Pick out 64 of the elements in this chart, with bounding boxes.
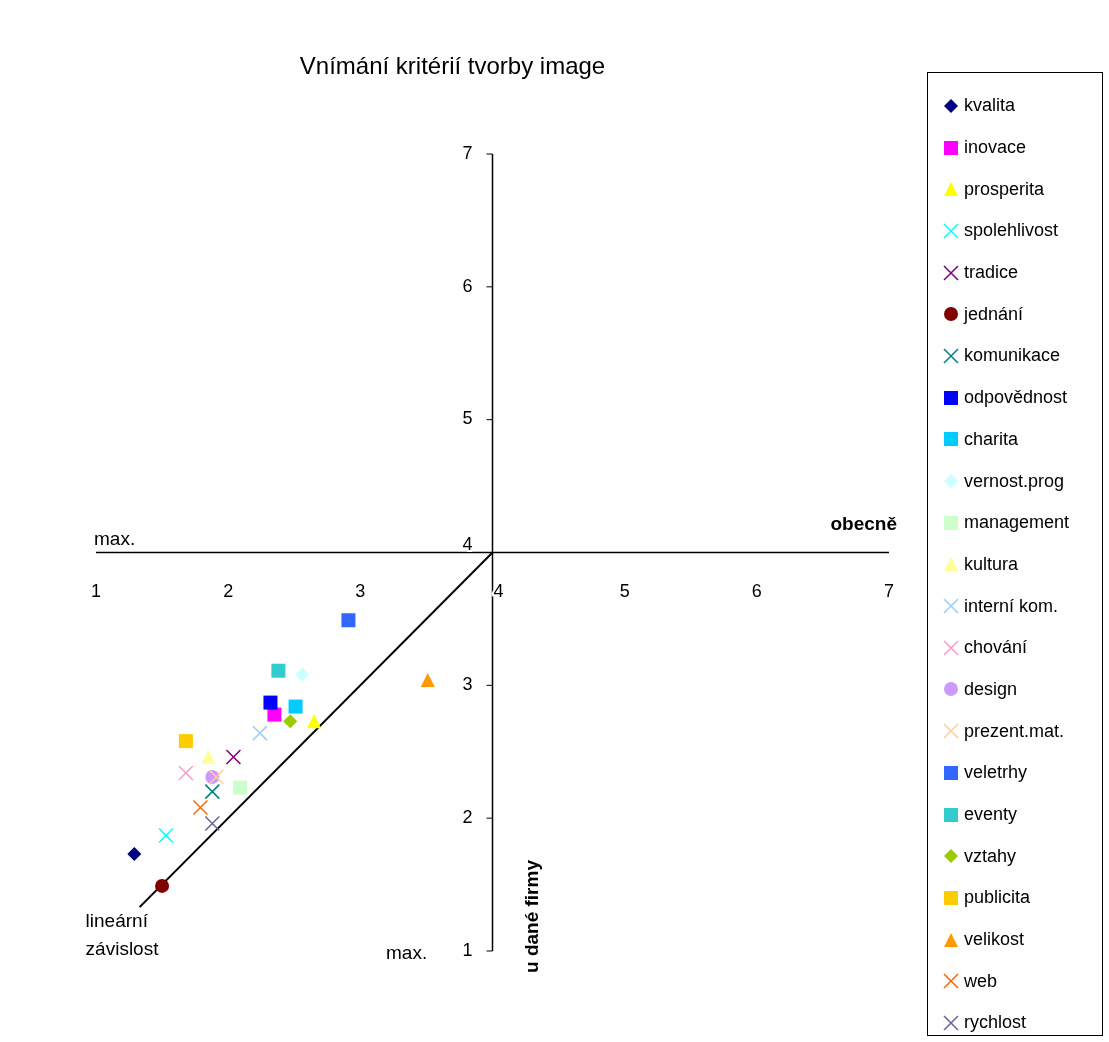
y-tick-label: 4	[462, 534, 473, 555]
point	[204, 815, 221, 832]
legend-label: design	[964, 678, 1018, 700]
legend-label: inovace	[964, 137, 1027, 159]
legend-label: chování	[964, 637, 1028, 659]
point	[283, 714, 298, 729]
legend-label: charita	[964, 428, 1019, 450]
x-axis-title: obecně	[829, 513, 897, 535]
legend-label: vernost.prog	[964, 470, 1065, 492]
annotation: max.	[386, 942, 428, 964]
point	[295, 667, 310, 682]
x-tick-label: 1	[90, 581, 102, 602]
point	[225, 749, 242, 765]
legend-label: management	[964, 512, 1070, 534]
y-tick-label: 6	[462, 275, 473, 296]
point	[204, 783, 221, 800]
x-tick-label: 4	[493, 581, 504, 602]
point	[252, 725, 268, 741]
legend-label: jednání	[964, 303, 1024, 325]
legend-label: kultura	[964, 553, 1019, 575]
legend-label: publicita	[964, 887, 1031, 909]
x-tick-label: 6	[751, 581, 762, 602]
y-axis-title: u dané firmy	[521, 860, 543, 973]
legend-label: velikost	[964, 929, 1025, 951]
point	[420, 673, 435, 688]
legend-label: komunikace	[964, 345, 1061, 367]
point	[158, 827, 174, 844]
x-tick-label: 5	[619, 581, 630, 602]
y-tick-label: 1	[462, 939, 473, 960]
point	[201, 750, 216, 765]
point	[341, 613, 356, 628]
legend-label: veletrhy	[964, 762, 1028, 784]
point	[307, 714, 322, 729]
legend-label: interní kom.	[964, 595, 1059, 617]
legend-label: odpovědnost	[964, 387, 1068, 409]
legend-label: kvalita	[964, 95, 1016, 117]
point	[192, 799, 209, 816]
point	[178, 765, 194, 781]
y-tick-label: 5	[462, 408, 473, 429]
legend-label: rychlost	[964, 1012, 1027, 1034]
point	[271, 663, 286, 678]
x-tick-label: 7	[883, 581, 895, 602]
point	[178, 734, 193, 749]
point	[233, 780, 248, 795]
legend-label: prezent.mat.	[964, 720, 1065, 742]
point	[263, 695, 278, 710]
legend-label: web	[964, 970, 998, 992]
legend-label: eventy	[964, 804, 1018, 826]
legend-label: spolehlivost	[964, 220, 1059, 242]
x-tick-label: 2	[223, 581, 234, 602]
point	[288, 699, 303, 714]
series-label: lineární závislost	[85, 909, 160, 962]
legend-label: vztahy	[964, 845, 1017, 867]
x-tick-label: 3	[355, 581, 366, 602]
legend-label: tradice	[964, 262, 1019, 284]
point	[208, 769, 225, 785]
y-tick-label: 3	[462, 674, 473, 695]
legend-label: prosperita	[964, 178, 1045, 200]
chart-title: Vnímání kritérií tvorby image	[298, 52, 607, 80]
point	[155, 878, 170, 893]
annotation: max.	[94, 528, 136, 550]
y-tick-label: 2	[462, 806, 473, 827]
point	[127, 847, 142, 862]
y-tick-label: 7	[462, 142, 473, 163]
